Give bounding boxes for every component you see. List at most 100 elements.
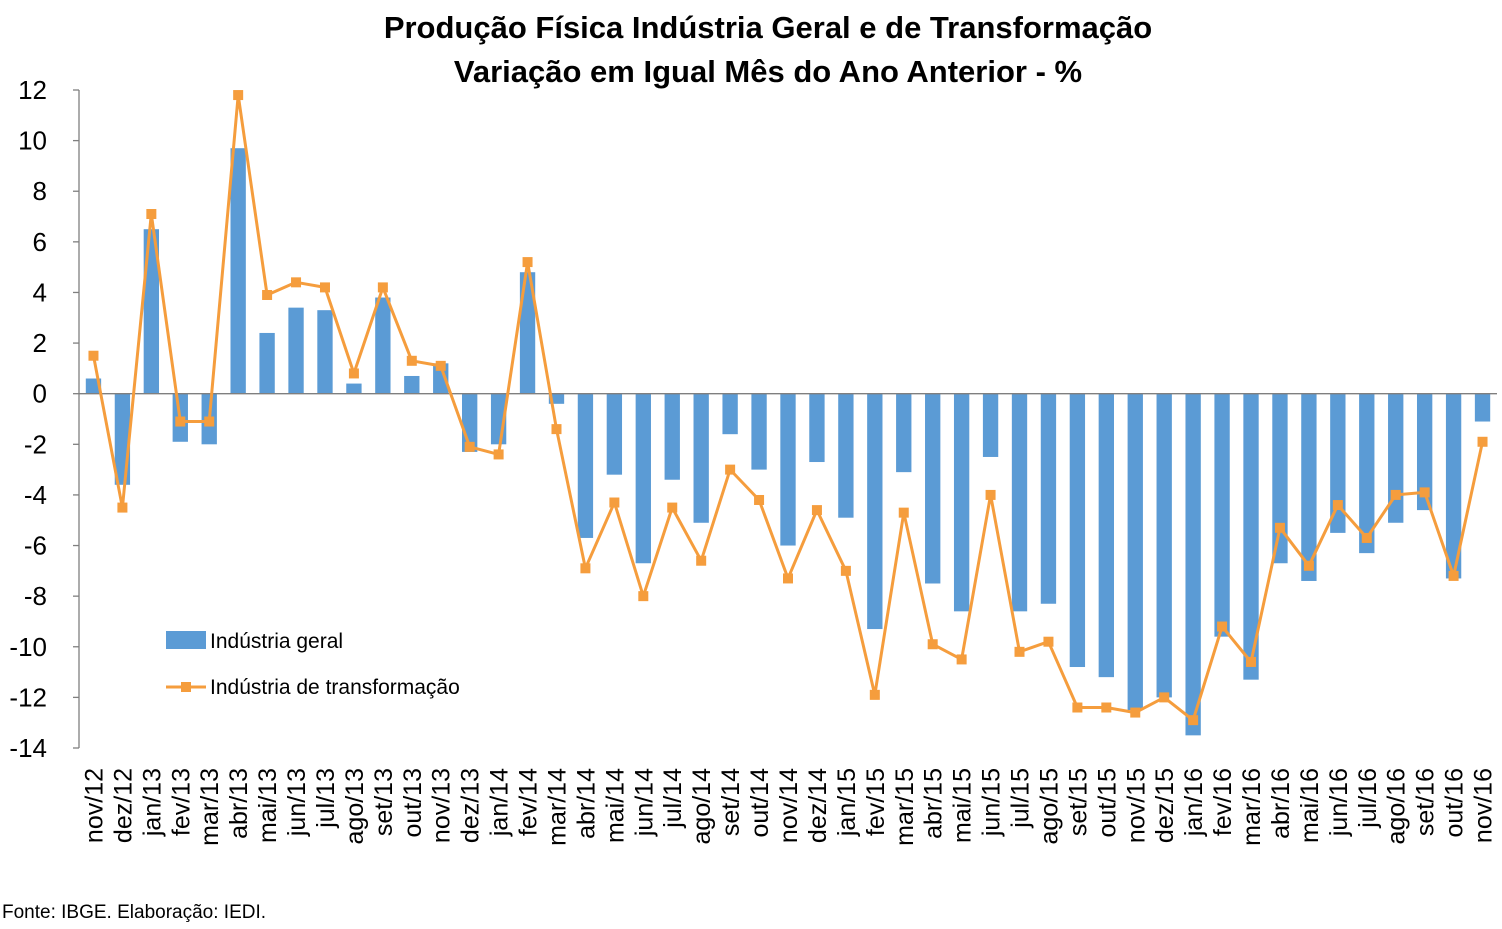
- bar: [1301, 393, 1317, 581]
- line-point: [580, 563, 591, 574]
- y-tick-label: 6: [33, 227, 47, 257]
- bar: [577, 393, 594, 538]
- x-tick-label: dez/12: [109, 768, 137, 843]
- y-tick-label: -12: [9, 682, 47, 712]
- bar: [1011, 393, 1028, 612]
- bar: [751, 393, 767, 470]
- y-tick-label: 2: [33, 328, 47, 358]
- bar: [953, 393, 970, 612]
- line-point: [1274, 522, 1285, 533]
- x-tick-label: jan/16: [1180, 768, 1208, 837]
- x-tick-label: out/16: [1441, 768, 1469, 838]
- bar: [606, 393, 623, 475]
- y-tick-label: 0: [33, 379, 47, 409]
- line-point: [985, 489, 996, 500]
- x-tick-label: mai/15: [949, 768, 977, 843]
- x-tick-label: mar/15: [891, 768, 919, 846]
- bar: [1127, 393, 1143, 711]
- line-point: [377, 282, 388, 293]
- line-point: [898, 507, 909, 518]
- bar-series-industria-geral: [85, 148, 1491, 736]
- bar: [1416, 393, 1433, 511]
- x-tick-label: ago/16: [1383, 768, 1411, 844]
- bar: [1098, 393, 1114, 678]
- x-tick-label: jul/16: [1354, 768, 1382, 829]
- line-point: [1072, 702, 1083, 713]
- bar: [375, 297, 391, 394]
- bar: [1214, 393, 1230, 637]
- bar: [635, 393, 651, 564]
- bar: [809, 393, 825, 463]
- x-tick-label: fev/13: [167, 768, 195, 836]
- bar: [1445, 393, 1462, 579]
- x-tick-label: out/15: [1093, 768, 1121, 838]
- y-tick-label: -6: [24, 531, 47, 561]
- x-tick-label: fev/15: [862, 768, 890, 836]
- x-tick-label: jul/14: [659, 768, 687, 829]
- y-tick-label: -10: [9, 632, 47, 662]
- y-tick-label: -8: [24, 581, 47, 611]
- line-point: [319, 282, 330, 293]
- line-point: [609, 497, 620, 508]
- chart-subtitle: Variação em Igual Mês do Ano Anterior - …: [454, 54, 1082, 89]
- bar: [1040, 393, 1057, 604]
- bar: [1243, 393, 1259, 680]
- legend: Indústria geral Indústria de transformaç…: [166, 630, 460, 699]
- bar: [548, 393, 565, 404]
- x-tick-label: nov/15: [1122, 768, 1150, 843]
- x-tick-label: fev/16: [1209, 768, 1237, 836]
- x-tick-label: jan/14: [486, 768, 514, 837]
- line-point: [522, 257, 533, 268]
- bar: [317, 310, 333, 394]
- legend-label-industria-transformacao: Indústria de transformação: [210, 676, 460, 699]
- x-tick-label: ago/14: [688, 768, 716, 845]
- line-point: [1361, 532, 1372, 543]
- bar: [519, 272, 536, 394]
- x-tick-label: nov/14: [775, 768, 803, 843]
- y-tick-label: 10: [18, 126, 47, 156]
- line-point: [927, 639, 938, 650]
- x-tick-label: dez/13: [457, 768, 485, 843]
- bar: [1474, 393, 1491, 422]
- line-point: [1014, 646, 1025, 657]
- line-point: [1246, 656, 1257, 667]
- x-tick-label: mai/16: [1296, 768, 1324, 843]
- line-point: [956, 654, 967, 665]
- line-point: [1217, 621, 1228, 632]
- chart-title: Produção Física Indústria Geral e de Tra…: [384, 10, 1152, 45]
- bar: [693, 393, 709, 523]
- line-point: [725, 464, 736, 475]
- line-point: [1101, 702, 1112, 713]
- line-point: [406, 355, 417, 366]
- source-note: Fonte: IBGE. Elaboração: IEDI.: [2, 902, 267, 923]
- bar: [664, 393, 680, 480]
- x-tick-label: nov/16: [1470, 768, 1498, 843]
- x-tick-label: set/16: [1412, 768, 1440, 836]
- bar: [259, 332, 275, 394]
- bar: [230, 148, 246, 394]
- line-point: [204, 416, 215, 427]
- line-point: [1043, 636, 1054, 647]
- line-point: [869, 689, 880, 700]
- line-point: [811, 505, 822, 516]
- line-point: [117, 502, 128, 513]
- x-tick-label: out/13: [399, 768, 427, 838]
- x-tick-label: nov/12: [80, 768, 108, 843]
- line-point: [1390, 489, 1401, 500]
- bar: [925, 393, 941, 584]
- bar: [433, 363, 449, 394]
- bar: [1185, 393, 1201, 736]
- y-axis: 12 10 8 6 4 2 0 -2 -4 -6 -8 -10 -12 -14: [9, 75, 80, 763]
- x-tick-label: abr/15: [920, 768, 948, 839]
- x-tick-label: mai/13: [254, 768, 282, 843]
- y-tick-label: 12: [18, 75, 47, 105]
- line-point: [493, 449, 504, 460]
- y-tick-label: 8: [33, 176, 47, 206]
- line-point: [638, 591, 649, 602]
- x-tick-label: abr/16: [1267, 768, 1295, 839]
- line-point: [754, 494, 765, 505]
- line-point: [783, 573, 793, 584]
- x-tick-label: out/14: [746, 768, 774, 838]
- line-point: [1477, 436, 1488, 447]
